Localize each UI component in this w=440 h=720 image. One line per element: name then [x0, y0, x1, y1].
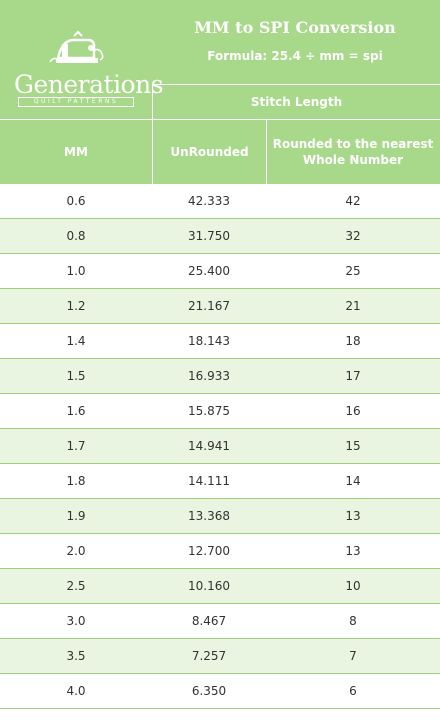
unrounded-cell: 31.750: [188, 229, 230, 243]
table-row: 2.0 12.700 13: [0, 534, 440, 569]
header-divider: [152, 84, 153, 184]
rounded-cell: 8: [349, 614, 357, 628]
table-row: 1.5 16.933 17: [0, 359, 440, 394]
table-row: 1.4 18.143 18: [0, 324, 440, 359]
rounded-cell: 15: [345, 439, 361, 453]
page-title: MM to SPI Conversion: [194, 18, 396, 37]
rounded-cell: 21: [345, 299, 361, 313]
mm-cell: 1.5: [66, 369, 86, 383]
table-row: 1.0 25.400 25: [0, 254, 440, 289]
rounded-cell: 13: [345, 509, 361, 523]
rounded-cell: 13: [345, 544, 361, 558]
table-row: 0.8 31.750 32: [0, 219, 440, 254]
header-divider: [152, 84, 440, 85]
table-row: 4.0 6.350 6: [0, 674, 440, 709]
mm-cell: 2.0: [66, 544, 86, 558]
stitch-length-group-header: Stitch Length: [250, 95, 343, 109]
column-header-rounded: Rounded to the nearest Whole Number: [272, 137, 434, 167]
table-row: 1.9 13.368 13: [0, 499, 440, 534]
table-body: 0.6 42.333 42 0.8 31.750 32 1.0 25.400 25 1.2 21.1…: [0, 184, 440, 709]
table-row: 2.5 10.160 10: [0, 569, 440, 604]
rounded-cell: 25: [345, 264, 361, 278]
column-header-mm: MM: [64, 145, 88, 159]
table-row: 3.5 7.257 7: [0, 639, 440, 674]
table-header: Generations QUILT PATTERNS MM to SPI Con…: [0, 0, 440, 184]
rounded-cell: 6: [349, 684, 357, 698]
rounded-cell: 17: [345, 369, 361, 383]
table-row: 1.6 15.875 16: [0, 394, 440, 429]
formula-text: Formula: 25.4 ÷ mm = spi: [207, 49, 383, 63]
table-row: 1.2 21.167 21: [0, 289, 440, 324]
unrounded-cell: 16.933: [188, 369, 230, 383]
rounded-cell: 42: [345, 194, 361, 208]
mm-cell: 2.5: [66, 579, 86, 593]
header-divider: [266, 119, 267, 184]
unrounded-cell: 6.350: [191, 684, 227, 698]
table-row: 0.6 42.333 42: [0, 184, 440, 219]
logo-wordmark: Generations: [14, 70, 164, 99]
unrounded-cell: 12.700: [188, 544, 230, 558]
rounded-cell: 7: [349, 649, 357, 663]
unrounded-cell: 10.160: [188, 579, 230, 593]
generations-logo: Generations QUILT PATTERNS: [14, 28, 164, 107]
unrounded-cell: 13.368: [188, 509, 230, 523]
unrounded-cell: 42.333: [188, 194, 230, 208]
unrounded-cell: 25.400: [188, 264, 230, 278]
unrounded-cell: 18.143: [188, 334, 230, 348]
mm-cell: 1.6: [66, 404, 86, 418]
column-header-unrounded: UnRounded: [170, 145, 249, 159]
unrounded-cell: 21.167: [188, 299, 230, 313]
mm-cell: 4.0: [66, 684, 86, 698]
mm-cell: 0.8: [66, 229, 86, 243]
mm-cell: 1.0: [66, 264, 86, 278]
mm-cell: 1.2: [66, 299, 86, 313]
unrounded-cell: 15.875: [188, 404, 230, 418]
mm-cell: 1.8: [66, 474, 86, 488]
mm-cell: 3.5: [66, 649, 86, 663]
logo-tagline: QUILT PATTERNS: [18, 97, 134, 107]
unrounded-cell: 14.111: [188, 474, 230, 488]
rounded-cell: 16: [345, 404, 361, 418]
unrounded-cell: 14.941: [188, 439, 230, 453]
unrounded-cell: 7.257: [191, 649, 227, 663]
table-row: 1.7 14.941 15: [0, 429, 440, 464]
table-row: 1.8 14.111 14: [0, 464, 440, 499]
mm-cell: 1.4: [66, 334, 86, 348]
rounded-cell: 18: [345, 334, 361, 348]
mm-cell: 1.9: [66, 509, 86, 523]
rounded-cell: 32: [345, 229, 361, 243]
sewing-machine-icon: [49, 30, 104, 63]
unrounded-cell: 8.467: [191, 614, 227, 628]
rounded-cell: 14: [345, 474, 361, 488]
mm-cell: 3.0: [66, 614, 86, 628]
rounded-cell: 10: [345, 579, 361, 593]
table-row: 3.0 8.467 8: [0, 604, 440, 639]
mm-cell: 0.6: [66, 194, 86, 208]
mm-cell: 1.7: [66, 439, 86, 453]
header-divider: [0, 119, 440, 120]
